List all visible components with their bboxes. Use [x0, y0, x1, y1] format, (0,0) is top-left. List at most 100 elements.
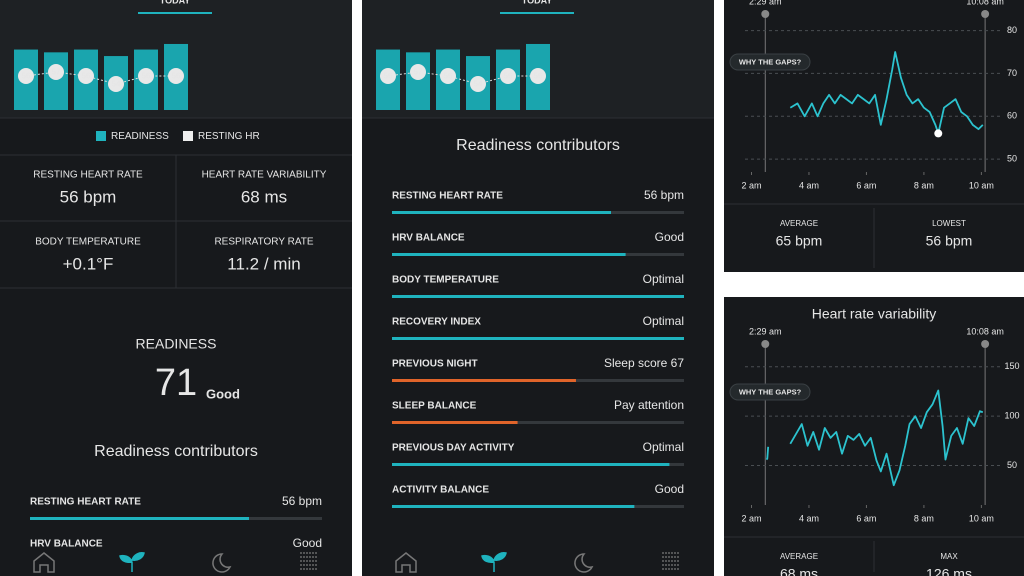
metric-value: 56 bpm — [60, 187, 117, 206]
resting-hr-dot — [440, 68, 456, 84]
resting-hr-dot — [470, 76, 486, 92]
y-tick-label: 80 — [1007, 25, 1017, 35]
nav-bar — [0, 548, 352, 576]
marker-label: 10:08 am — [966, 0, 1004, 6]
contributor-value: Optimal — [643, 314, 684, 328]
metric-value: +0.1°F — [63, 254, 114, 273]
nav-home[interactable] — [395, 552, 417, 573]
resting-hr-dot — [500, 68, 516, 84]
progress-bar — [392, 337, 684, 340]
resting-hr-label: 54 — [474, 80, 483, 89]
progress-bar — [392, 253, 626, 256]
x-tick-label: 2 am — [741, 513, 761, 523]
nav-readiness[interactable] — [119, 552, 145, 572]
contributor-value: Optimal — [643, 272, 684, 286]
marker-icon — [981, 340, 990, 348]
resting-hr-label: 56 — [444, 72, 453, 81]
contributor-value: Optimal — [643, 440, 684, 454]
progress-bar — [392, 463, 670, 466]
gaps-button[interactable]: WHY THE GAPS? — [729, 383, 811, 401]
lowest-point — [934, 129, 943, 138]
contributor-label: HRV BALANCE — [30, 539, 103, 550]
marker-icon — [761, 10, 770, 18]
progress-bar — [392, 295, 684, 298]
chart-card: Heart rate variability 2:29 am 10:08 am 150… — [724, 297, 1024, 576]
resting-hr-dot — [108, 76, 124, 92]
nav-home[interactable] — [33, 552, 55, 573]
button-bg — [729, 53, 811, 71]
progress-bar — [30, 517, 249, 520]
progress-bar — [392, 211, 611, 214]
x-tick-label: 6 am — [856, 513, 876, 523]
tab-today[interactable]: TODAY — [160, 0, 191, 5]
nav-sleep[interactable] — [212, 553, 232, 573]
y-tick-label: 50 — [1007, 154, 1017, 164]
tab-today[interactable]: TODAY — [522, 0, 553, 5]
progress-bar — [392, 505, 635, 508]
nav-readiness[interactable] — [481, 552, 507, 572]
phone-screen: TODAY 56 57 56 54 56 56 Readiness contributors R… — [362, 0, 714, 576]
resting-hr-label: 56 — [504, 72, 513, 81]
data-line — [765, 446, 770, 461]
y-tick-label: 50 — [1007, 460, 1017, 470]
phone-screen: TODAY 56 57 56 54 56 56 READINESS RESTING HR REST… — [0, 0, 352, 576]
metric-label: HEART RATE VARIABILITY — [202, 170, 327, 181]
marker-label: 10:08 am — [966, 326, 1004, 336]
resting-hr-label: 54 — [112, 80, 121, 89]
metric-label: RESPIRATORY RATE — [214, 237, 313, 248]
button-bg — [729, 383, 811, 401]
screen-content: TODAY 56 57 56 54 56 56 Readiness contributors R… — [362, 0, 714, 576]
resting-hr-label: 57 — [52, 68, 61, 77]
y-tick-label: 70 — [1007, 68, 1017, 78]
readiness-title: READINESS — [136, 336, 217, 352]
contributor-label: RESTING HEART RATE — [30, 497, 141, 508]
contributor-value: Good — [293, 536, 322, 550]
resting-hr-dot — [410, 64, 426, 80]
stat-value: 56 bpm — [926, 233, 973, 249]
data-line — [789, 389, 984, 487]
resting-hr-dot — [380, 68, 396, 84]
contributor-label: PREVIOUS NIGHT — [392, 359, 478, 370]
contributor-value: Sleep score 67 — [604, 356, 684, 370]
legend-swatch — [96, 131, 106, 141]
contributor-value: Good — [655, 230, 684, 244]
legend-swatch — [183, 131, 193, 141]
resting-hr-dot — [530, 68, 546, 84]
stat-label: AVERAGE — [780, 219, 818, 228]
legend-label: READINESS — [111, 131, 169, 142]
x-tick-label: 2 am — [741, 180, 761, 190]
resting-hr-dot — [18, 68, 34, 84]
nav-list[interactable] — [300, 552, 318, 570]
resting-hr-label: 56 — [22, 72, 31, 81]
marker-icon — [761, 340, 770, 348]
x-tick-label: 8 am — [914, 513, 934, 523]
x-tick-label: 10 am — [969, 513, 994, 523]
button-label: WHY THE GAPS? — [739, 57, 802, 66]
resting-hr-dot — [78, 68, 94, 84]
legend-label: RESTING HR — [198, 131, 260, 142]
nav-sleep[interactable] — [574, 553, 594, 573]
contributor-value: 56 bpm — [282, 494, 322, 508]
contributor-value: Good — [655, 482, 684, 496]
stat-label: AVERAGE — [780, 552, 818, 561]
stat-label: LOWEST — [932, 219, 966, 228]
contributor-label: RESTING HEART RATE — [392, 191, 503, 202]
resting-hr-dot — [168, 68, 184, 84]
marker-label: 2:29 am — [749, 326, 782, 336]
marker-label: 2:29 am — [749, 0, 782, 6]
readiness-bar — [44, 52, 68, 110]
nav-list[interactable] — [662, 552, 680, 570]
gaps-button[interactable]: WHY THE GAPS? — [729, 53, 811, 71]
button-label: WHY THE GAPS? — [739, 387, 802, 396]
x-tick-label: 8 am — [914, 180, 934, 190]
metric-value: 11.2 / min — [227, 254, 300, 273]
x-tick-label: 4 am — [799, 180, 819, 190]
metric-label: RESTING HEART RATE — [33, 170, 143, 181]
contributor-label: ACTIVITY BALANCE — [392, 485, 489, 496]
resting-hr-label: 56 — [534, 72, 543, 81]
readiness-score: 71 — [155, 362, 197, 404]
nav-bar — [362, 548, 714, 576]
y-tick-label: 150 — [1004, 361, 1019, 371]
progress-bar — [392, 421, 518, 424]
card-bg — [724, 297, 1024, 576]
